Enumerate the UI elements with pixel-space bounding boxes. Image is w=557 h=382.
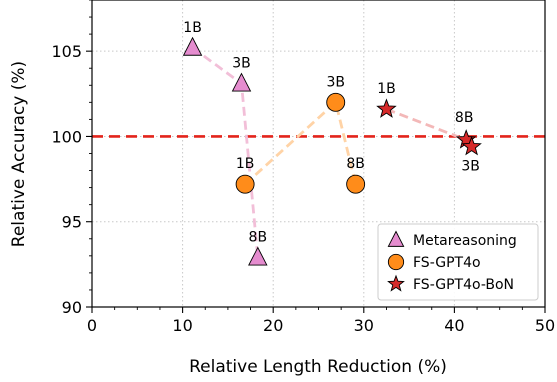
point-label: 8B	[346, 156, 365, 172]
point-label: 1B	[236, 156, 255, 172]
y-axis-label: Relative Accuracy (%)	[9, 61, 29, 247]
x-tick-label: 40	[444, 316, 464, 335]
triangle-marker	[249, 248, 267, 265]
star-marker	[377, 100, 395, 117]
legend-label: FS-GPT4o	[413, 255, 481, 271]
y-tick-label: 90	[62, 298, 82, 317]
point-label: 8B	[455, 110, 474, 126]
circle-marker	[327, 93, 345, 111]
y-tick-label: 105	[51, 42, 82, 61]
point-label: 8B	[249, 230, 268, 246]
x-axis-label: Relative Length Reduction (%)	[189, 357, 447, 377]
triangle-marker	[184, 38, 202, 56]
legend-marker	[388, 254, 403, 269]
point-label: 1B	[377, 81, 396, 97]
series-connector-line	[245, 102, 356, 184]
y-tick-label: 95	[62, 213, 82, 232]
x-tick-label: 30	[354, 316, 374, 335]
y-tick-label: 100	[51, 127, 82, 146]
circle-marker	[236, 175, 254, 193]
point-label: 3B	[326, 74, 345, 90]
triangle-marker	[232, 74, 250, 92]
series-connector-line	[193, 48, 258, 258]
legend-label: FS-GPT4o-BoN	[413, 277, 514, 293]
point-label: 1B	[183, 20, 202, 36]
point-label: 3B	[461, 159, 480, 175]
legend-label: Metareasoning	[413, 233, 517, 249]
x-tick-label: 50	[535, 316, 555, 335]
circle-marker	[347, 175, 365, 193]
legend: Metareasoning FS-GPT4o FS-GPT4o-BoN	[378, 224, 538, 300]
x-tick-label: 0	[87, 316, 97, 335]
point-label: 3B	[232, 56, 251, 72]
x-tick-label: 10	[172, 316, 192, 335]
point-labels-layer: 1B 3B 8B 1B 3B 8B 1B 8B 3B	[183, 20, 480, 246]
x-tick-label: 20	[263, 316, 283, 335]
